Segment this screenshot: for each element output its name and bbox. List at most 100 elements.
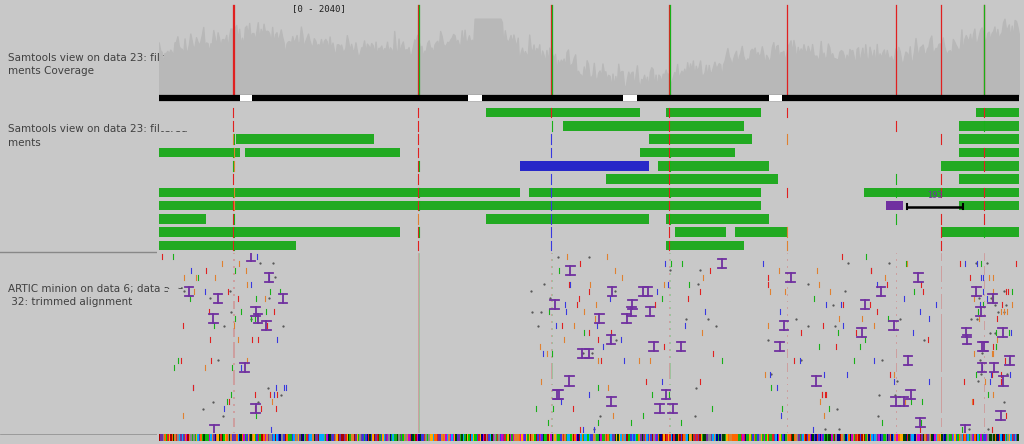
- Bar: [764, 281, 942, 287]
- Bar: [681, 434, 682, 440]
- Bar: [223, 434, 224, 440]
- Bar: [160, 413, 284, 418]
- Bar: [725, 434, 726, 440]
- Bar: [552, 434, 553, 440]
- Bar: [862, 434, 864, 440]
- Bar: [618, 434, 621, 440]
- Bar: [958, 201, 1019, 210]
- Bar: [682, 434, 683, 440]
- Bar: [589, 434, 590, 440]
- Bar: [188, 434, 190, 440]
- Bar: [822, 434, 824, 440]
- Bar: [411, 434, 413, 440]
- Bar: [676, 434, 678, 440]
- Bar: [997, 434, 998, 440]
- Bar: [767, 434, 768, 440]
- Bar: [690, 434, 692, 440]
- Bar: [624, 434, 625, 440]
- Bar: [708, 434, 710, 440]
- Bar: [203, 434, 205, 440]
- Bar: [481, 434, 482, 440]
- Bar: [872, 434, 874, 440]
- Bar: [341, 434, 342, 440]
- Bar: [743, 148, 821, 157]
- Bar: [532, 434, 535, 440]
- Text: ARTIC minion on data 6; data 5; a
 32: trimmed alignment: ARTIC minion on data 6; data 5; a 32: tr…: [8, 284, 183, 307]
- Bar: [918, 434, 919, 440]
- Bar: [733, 434, 735, 440]
- Bar: [175, 296, 289, 301]
- Bar: [925, 434, 926, 440]
- Bar: [161, 309, 279, 314]
- Bar: [839, 434, 840, 440]
- Bar: [503, 434, 504, 440]
- Bar: [683, 434, 685, 440]
- Bar: [817, 434, 818, 440]
- Bar: [520, 161, 589, 170]
- Bar: [457, 434, 459, 440]
- Bar: [603, 434, 604, 440]
- Bar: [719, 434, 721, 440]
- Bar: [989, 434, 990, 440]
- Bar: [846, 434, 847, 440]
- Bar: [688, 434, 689, 440]
- Bar: [665, 434, 667, 440]
- Bar: [489, 434, 492, 440]
- Bar: [559, 434, 560, 440]
- Bar: [366, 161, 503, 170]
- Bar: [954, 434, 955, 440]
- Bar: [993, 434, 994, 440]
- Bar: [609, 434, 610, 440]
- Bar: [159, 161, 253, 170]
- Bar: [265, 434, 266, 440]
- Bar: [540, 434, 542, 440]
- Bar: [396, 434, 398, 440]
- Bar: [898, 434, 900, 440]
- Bar: [764, 434, 765, 440]
- Bar: [790, 434, 791, 440]
- Bar: [579, 434, 581, 440]
- Bar: [531, 358, 722, 363]
- Bar: [958, 174, 1019, 184]
- Bar: [164, 281, 292, 287]
- Bar: [760, 413, 943, 418]
- Bar: [761, 358, 933, 363]
- Bar: [437, 434, 438, 440]
- Bar: [439, 434, 441, 440]
- Bar: [485, 135, 640, 144]
- Bar: [808, 434, 810, 440]
- Bar: [769, 296, 931, 301]
- Bar: [537, 351, 729, 356]
- Bar: [766, 316, 939, 321]
- Bar: [416, 434, 417, 440]
- Bar: [561, 434, 563, 440]
- Bar: [475, 434, 477, 440]
- Bar: [667, 434, 668, 440]
- Bar: [417, 434, 418, 440]
- Bar: [269, 434, 270, 440]
- Bar: [944, 434, 946, 440]
- Bar: [743, 434, 745, 440]
- Bar: [642, 434, 643, 440]
- Bar: [413, 434, 414, 440]
- Bar: [414, 434, 416, 440]
- Bar: [991, 434, 993, 440]
- Bar: [611, 434, 613, 440]
- Bar: [647, 434, 649, 440]
- Bar: [973, 434, 975, 440]
- Bar: [359, 434, 360, 440]
- Bar: [575, 434, 578, 440]
- Bar: [500, 434, 502, 440]
- Bar: [797, 434, 798, 440]
- Bar: [276, 434, 278, 440]
- Bar: [305, 201, 538, 210]
- Bar: [370, 434, 371, 440]
- Bar: [409, 434, 410, 440]
- Bar: [1013, 434, 1015, 440]
- Bar: [388, 434, 389, 440]
- Bar: [775, 434, 776, 440]
- Bar: [301, 434, 302, 440]
- Bar: [485, 434, 487, 440]
- Bar: [785, 434, 786, 440]
- Bar: [516, 434, 517, 440]
